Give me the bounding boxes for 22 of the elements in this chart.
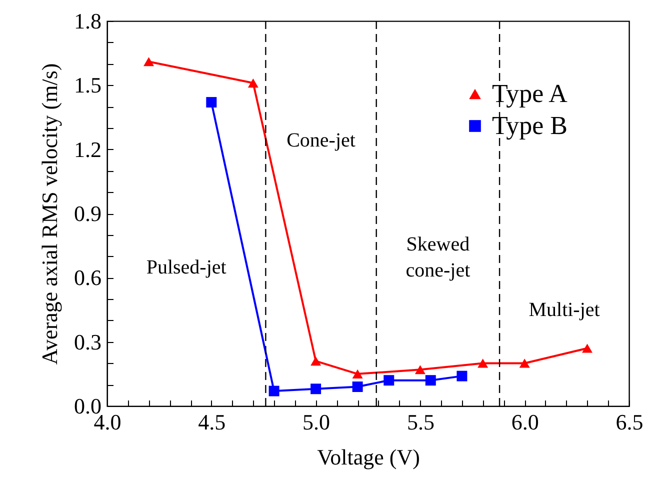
y-tick-label: 1.8 — [74, 8, 102, 34]
y-tick-label: 1.5 — [74, 72, 102, 98]
annotation: Skewed cone-jet — [406, 233, 471, 282]
x-tick-label: 5.5 — [406, 410, 434, 434]
x-tick-label: 6.0 — [511, 410, 539, 434]
annotation: Multi-jet — [528, 298, 600, 321]
legend-label: Type B — [492, 111, 568, 140]
x-axis-title: Voltage (V) — [317, 444, 420, 470]
point — [456, 370, 468, 382]
point — [206, 97, 217, 108]
x-tick-label: 5.0 — [302, 410, 330, 434]
x-tick-label: 4.5 — [198, 410, 226, 434]
y-tick-label: 0.9 — [74, 201, 102, 226]
y-tick-label: 1.2 — [74, 136, 102, 162]
legend-label: Type A — [492, 79, 568, 108]
y-axis-title: Average axial RMS velocity (m/s) — [37, 63, 62, 365]
x-tick-label: 6.5 — [616, 410, 644, 434]
y-tick-label: 0.6 — [74, 265, 102, 290]
y-tick-label: 0.3 — [74, 329, 102, 354]
annotation: Pulsed-jet — [146, 256, 227, 278]
annotation: Cone-jet — [286, 129, 356, 152]
point — [582, 344, 592, 353]
